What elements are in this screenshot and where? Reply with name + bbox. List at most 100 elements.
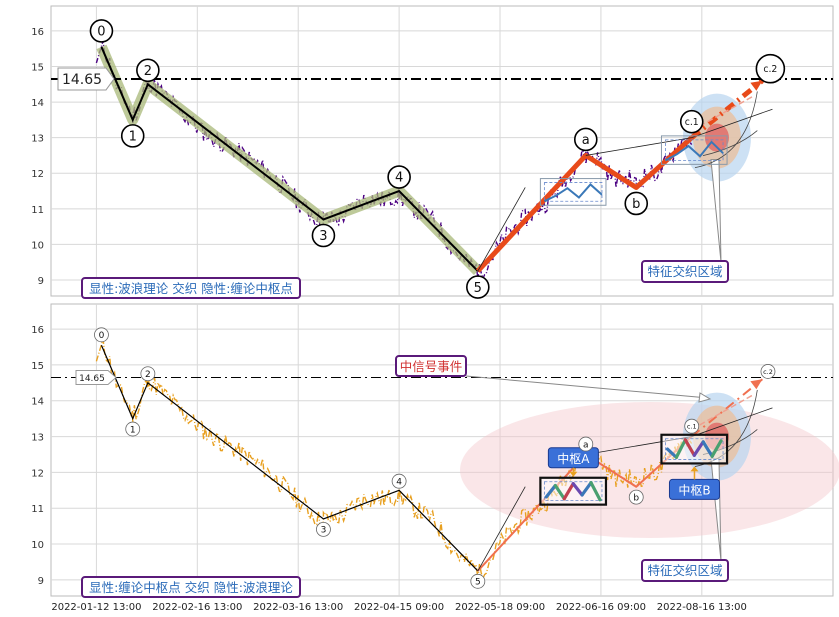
wave-label: 5 <box>474 281 482 296</box>
bottom-highlight-ellipse <box>460 402 839 538</box>
x-axis: 2022-01-12 13:00 2022-02-16 13:00 2022-03-… <box>51 602 747 613</box>
wave-label: 4 <box>396 477 402 487</box>
pivot-zigzag-segment <box>589 481 602 502</box>
y-tick-label: 16 <box>31 325 44 336</box>
pivot-zigzag-segment <box>701 440 714 458</box>
y-tick-label: 14 <box>31 98 44 109</box>
y-tick-label: 15 <box>31 361 44 372</box>
y-tick-label: 13 <box>31 134 44 145</box>
top-annotation-text: 特征交织区域 <box>647 264 722 279</box>
bottom-annotation-text: 特征交织区域 <box>647 563 722 578</box>
y-tick-label: 12 <box>31 468 44 479</box>
wave-label-circle <box>94 327 109 343</box>
x-tick-label: 2022-01-12 13:00 <box>51 602 141 613</box>
wave-label: c.2 <box>763 64 777 75</box>
pivot-zigzag <box>664 140 724 162</box>
pivot-zigzag-segment <box>692 440 705 457</box>
wave-label: c.1 <box>687 422 697 430</box>
pivot-zigzag-segment <box>683 438 696 457</box>
pivot-box-small <box>539 178 607 206</box>
wave-label-circle <box>760 364 776 379</box>
y-tick-label: 14 <box>31 397 44 408</box>
pivot-zigzag-segment <box>710 439 723 458</box>
wave-label-circle <box>311 223 336 248</box>
wave-label-circle <box>125 421 141 437</box>
bottom-legend-box: 显性:缠论中枢点 交织 隐性:波浪理论 <box>81 576 301 598</box>
top-legend-text: 显性:波浪理论 交织 隐性:缠论中枢点 <box>89 281 293 296</box>
bottom-event-text: 中信号事件 <box>400 359 463 374</box>
wave-label-circle <box>755 53 786 84</box>
x-tick-label: 2022-04-15 09:00 <box>354 602 444 613</box>
wave-label: 4 <box>395 171 403 186</box>
wave-label-circle <box>628 489 644 505</box>
bottom-wave-labels: 0 1 2 3 4 5 a b c.1 c.2 <box>94 327 776 589</box>
top-reference-line: 14.65 <box>51 67 833 91</box>
y-tick-label: 11 <box>31 504 44 515</box>
pivot-label: 中枢B <box>678 482 710 497</box>
bottom-y-ticks: 9 10 11 12 13 14 15 16 <box>31 325 44 587</box>
wave-label: 2 <box>144 64 152 79</box>
wave-label-circle <box>89 19 114 43</box>
pivot-zigzag <box>543 183 603 203</box>
projection-arrowhead <box>750 379 763 390</box>
y-tick-label: 10 <box>31 240 44 251</box>
y-tick-label: 9 <box>38 576 44 587</box>
pivot-zigzag-segment <box>562 482 575 501</box>
wave-label: 2 <box>145 370 151 380</box>
wave-label-circle <box>470 573 486 589</box>
reference-tag <box>57 67 115 91</box>
pivot-box-inner <box>665 438 724 460</box>
pivot-zigzag-segment <box>580 481 593 497</box>
wave-label-circle <box>624 191 649 216</box>
wave-label-circle <box>120 124 145 148</box>
pivot-box-inner <box>543 481 603 502</box>
pivot-zigzag-segment <box>571 482 584 497</box>
projection-line <box>690 78 764 140</box>
wave-label: 3 <box>321 526 327 536</box>
pivot-box-small <box>660 135 728 165</box>
x-tick-label: 2022-06-16 09:00 <box>556 602 646 613</box>
top-legend-box: 显性:波浪理论 交织 隐性:缠论中枢点 <box>81 277 301 299</box>
pivot-zigzag-segment <box>544 483 557 499</box>
projection-arrowhead <box>750 80 763 91</box>
wave-label: a <box>582 133 590 148</box>
wave-label-circle <box>387 165 411 189</box>
wave-label-circle <box>140 366 156 382</box>
bottom-pivots: 中枢A 中枢B <box>539 433 729 506</box>
y-tick-label: 15 <box>31 62 44 73</box>
reference-label: 14.65 <box>79 374 105 384</box>
wave-label: 0 <box>99 331 105 341</box>
wave-label: c.2 <box>763 368 773 376</box>
y-tick-label: 11 <box>31 205 44 216</box>
x-tick-label: 2022-02-16 13:00 <box>152 602 242 613</box>
wave-label: 3 <box>319 229 327 244</box>
wave-label-circle <box>391 473 407 489</box>
y-tick-label: 9 <box>38 276 44 287</box>
top-wave-labels: 0 1 2 3 4 5 a b c.1 c.2 <box>89 19 786 299</box>
wave-label-circle <box>684 418 700 434</box>
wave-label-circle <box>679 109 704 134</box>
pivot-box-inner <box>665 139 724 161</box>
wave-label-circle <box>578 436 594 452</box>
y-tick-label: 10 <box>31 540 44 551</box>
x-tick-label: 2022-05-18 09:00 <box>455 602 545 613</box>
event-arrow <box>465 375 709 399</box>
wave-label-circle <box>316 521 331 537</box>
pivot-zigzag-segment <box>553 483 566 501</box>
reference-label: 14.65 <box>62 72 102 88</box>
bottom-legend-text: 显性:缠论中枢点 交织 隐性:波浪理论 <box>89 580 293 595</box>
pivot-zigzag-segment <box>665 447 678 459</box>
wave-label: c.1 <box>685 117 699 128</box>
bottom-reference-line: 14.65 <box>51 369 833 385</box>
bottom-event-box: 中信号事件 <box>395 355 712 403</box>
channel-line <box>585 108 773 156</box>
wave-label-circle <box>573 127 598 152</box>
x-tick-label: 2022-08-16 13:00 <box>657 602 747 613</box>
impulse-wave-line <box>100 344 479 572</box>
top-annotation-box: 特征交织区域 <box>641 260 729 283</box>
pivot-box <box>660 433 729 465</box>
top-feature-zone <box>682 91 758 263</box>
projection-line-alt <box>691 394 753 431</box>
y-tick-label: 12 <box>31 169 44 180</box>
channel-line <box>477 187 526 272</box>
